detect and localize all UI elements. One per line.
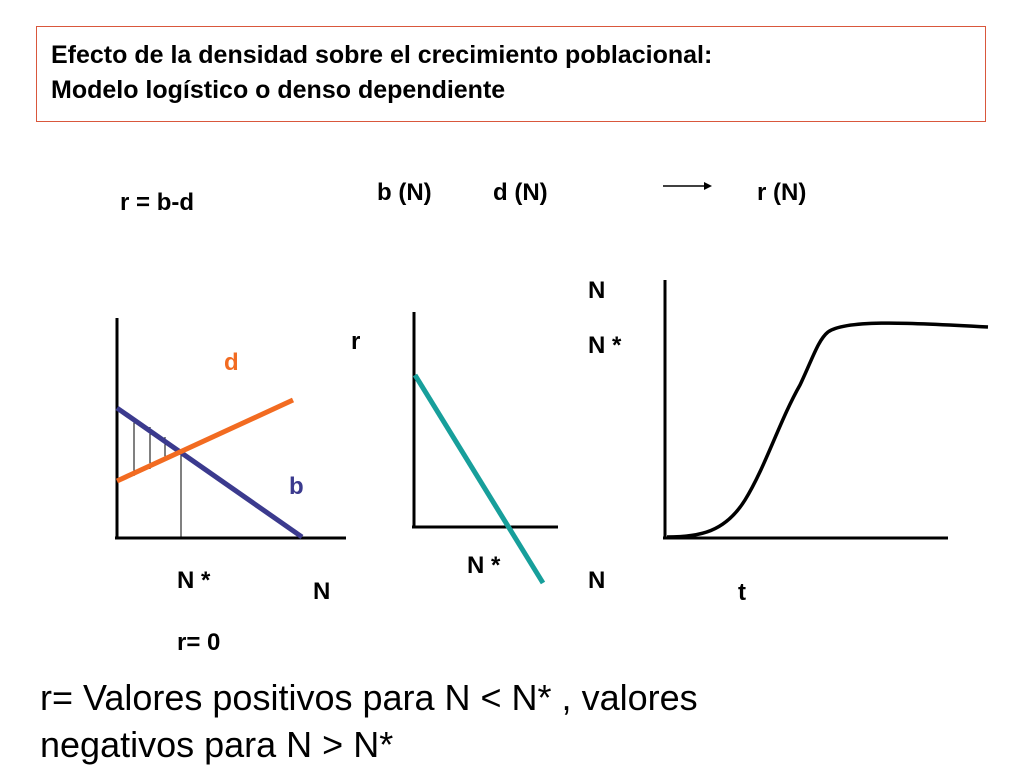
b-of-n-label: b (N) — [377, 179, 432, 206]
graph2-r-axis-label: r — [351, 328, 361, 355]
conclusion-line-1: r= Valores positivos para N < N* , valor… — [40, 677, 698, 718]
title-line-1: Efecto de la densidad sobre el crecimien… — [51, 41, 713, 69]
r-of-n-label: r (N) — [757, 179, 807, 206]
b-curve-label: b — [289, 473, 304, 500]
graph3-n-axis-label: N — [588, 277, 606, 304]
graph3-t-axis-label: t — [738, 579, 746, 606]
graph3-nstar-label: N * — [588, 332, 622, 359]
conclusion-line-2: negativos para N > N* — [40, 724, 394, 765]
title-line-2: Modelo logístico o denso dependiente — [51, 76, 506, 104]
graph1-n-axis-label: N — [313, 578, 331, 605]
graph1-nstar-label: N * — [177, 567, 211, 594]
d-line — [115, 397, 295, 484]
b-line — [115, 405, 304, 540]
graph2-n-axis-label: N — [588, 567, 606, 594]
graph-logistic-growth — [663, 280, 989, 540]
graph-r-vs-n — [412, 312, 558, 585]
title-box: Efecto de la densidad sobre el crecimien… — [36, 26, 986, 122]
r-line — [412, 373, 546, 585]
logistic-curve — [666, 321, 989, 539]
d-of-n-label: d (N) — [493, 179, 548, 206]
graph2-nstar-label: N * — [467, 552, 501, 579]
arrow-icon — [663, 182, 712, 190]
r-equals-b-minus-d: r = b-d — [120, 189, 195, 216]
graph-birth-death — [115, 318, 346, 540]
d-curve-label: d — [224, 349, 239, 376]
r-zero-label: r= 0 — [177, 629, 221, 656]
